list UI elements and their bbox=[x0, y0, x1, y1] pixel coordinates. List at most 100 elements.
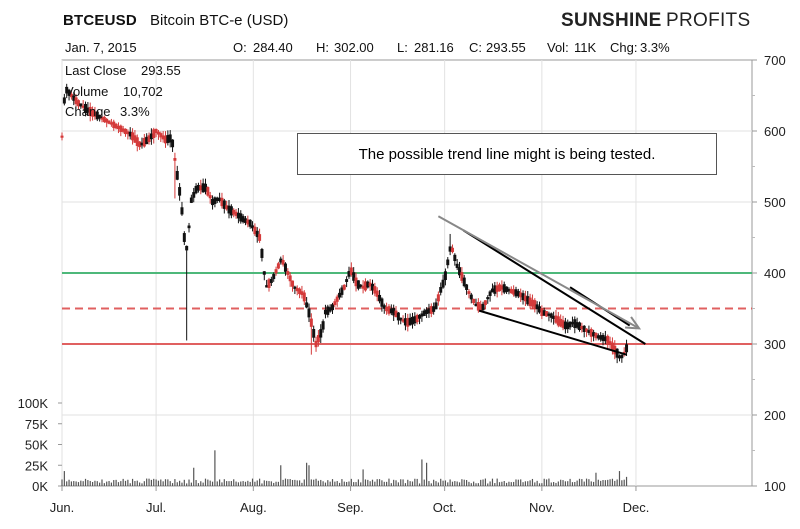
candle-body bbox=[293, 286, 297, 289]
candle-body bbox=[302, 292, 306, 302]
volume-value: 10,702 bbox=[123, 84, 163, 99]
candle-body bbox=[105, 118, 109, 123]
volume-tick-label: 25K bbox=[25, 458, 48, 473]
candle-body bbox=[225, 205, 229, 210]
candle-body bbox=[340, 287, 344, 295]
candle-body bbox=[187, 225, 191, 229]
candle-body bbox=[476, 301, 480, 311]
candle-body bbox=[171, 139, 175, 148]
candle-body bbox=[474, 303, 478, 307]
candle-body bbox=[589, 329, 593, 337]
last-close-value: 293.55 bbox=[141, 63, 181, 78]
candle-body bbox=[606, 335, 610, 346]
candle-body bbox=[349, 267, 353, 275]
high-label: H: bbox=[316, 40, 329, 55]
candle-body bbox=[218, 197, 222, 202]
open-label: O: bbox=[233, 40, 247, 55]
candle-body bbox=[185, 245, 189, 251]
candle-body bbox=[128, 131, 132, 137]
candle-body bbox=[239, 213, 243, 222]
candle-body bbox=[542, 310, 546, 316]
close-value: 293.55 bbox=[486, 40, 526, 55]
candle-body bbox=[196, 184, 200, 191]
candle-body bbox=[81, 105, 85, 108]
candle-body bbox=[246, 219, 250, 225]
candle-body bbox=[392, 308, 396, 316]
candle-body bbox=[60, 135, 64, 138]
candle-body bbox=[164, 135, 167, 144]
candle-body bbox=[159, 133, 163, 138]
candle-body bbox=[269, 279, 273, 283]
candle-body bbox=[236, 212, 240, 219]
candle-body bbox=[215, 197, 219, 201]
trend-line bbox=[478, 309, 627, 356]
change-value: 3.3% bbox=[120, 104, 150, 119]
candle-body bbox=[408, 317, 412, 326]
candle-body bbox=[578, 322, 581, 331]
trend-line bbox=[462, 229, 646, 345]
candle-body bbox=[415, 315, 419, 323]
candle-body bbox=[248, 219, 252, 227]
candle-body bbox=[603, 336, 607, 342]
x-tick-label: Jun. bbox=[50, 500, 75, 515]
candle-body bbox=[378, 294, 382, 302]
candle-body bbox=[585, 328, 589, 332]
candle-body bbox=[199, 185, 203, 191]
candle-body bbox=[345, 279, 349, 282]
candle-body bbox=[418, 314, 422, 319]
annotation-arrow-head bbox=[625, 316, 642, 330]
candle-body bbox=[509, 288, 513, 294]
candle-body bbox=[323, 309, 327, 315]
candle-body bbox=[382, 305, 386, 309]
candle-body bbox=[387, 306, 391, 314]
candle-body bbox=[625, 344, 629, 353]
candle-body bbox=[587, 330, 591, 334]
candle-body bbox=[528, 297, 532, 307]
candle-body bbox=[102, 116, 106, 122]
candle-body bbox=[100, 116, 104, 120]
candle-body bbox=[561, 320, 565, 328]
volume-tick-label: 50K bbox=[25, 438, 48, 453]
candle-body bbox=[601, 334, 605, 341]
volume-tick-label: 0K bbox=[32, 479, 48, 494]
candle-body bbox=[580, 325, 584, 330]
candle-body bbox=[361, 285, 365, 289]
vol-value: 11K bbox=[574, 40, 597, 55]
candle-body bbox=[368, 282, 372, 287]
candle-body bbox=[460, 272, 464, 281]
candle-body bbox=[321, 321, 325, 330]
candle-body bbox=[420, 313, 424, 317]
candle-body bbox=[194, 185, 198, 194]
volume-tick-label: 100K bbox=[18, 396, 49, 411]
candle-body bbox=[86, 107, 90, 113]
candle-body bbox=[352, 272, 356, 281]
candle-body bbox=[406, 318, 410, 327]
candle-body bbox=[488, 291, 492, 296]
candle-body bbox=[203, 183, 207, 192]
candle-body bbox=[495, 285, 499, 292]
candle-body bbox=[582, 325, 586, 333]
low-label: L: bbox=[397, 40, 408, 55]
candle-body bbox=[274, 269, 278, 274]
candle-body bbox=[241, 216, 245, 223]
candle-body bbox=[422, 310, 426, 316]
candle-body bbox=[432, 306, 436, 312]
candle-body bbox=[366, 281, 370, 288]
candle-body bbox=[570, 321, 574, 325]
candle-body bbox=[288, 275, 292, 282]
candle-body bbox=[493, 285, 497, 294]
candle-body bbox=[425, 309, 429, 314]
candle-body bbox=[173, 158, 177, 161]
candle-body bbox=[291, 280, 295, 287]
candle-body bbox=[211, 198, 215, 206]
candle-body bbox=[145, 136, 149, 145]
candle-body bbox=[535, 304, 539, 310]
candle-body bbox=[490, 288, 494, 293]
candle-body bbox=[373, 286, 377, 294]
candle-body bbox=[175, 171, 179, 180]
x-tick-label: Nov. bbox=[529, 500, 555, 515]
candle-body bbox=[547, 313, 551, 316]
candle-body bbox=[180, 207, 184, 215]
candle-body bbox=[620, 354, 624, 359]
